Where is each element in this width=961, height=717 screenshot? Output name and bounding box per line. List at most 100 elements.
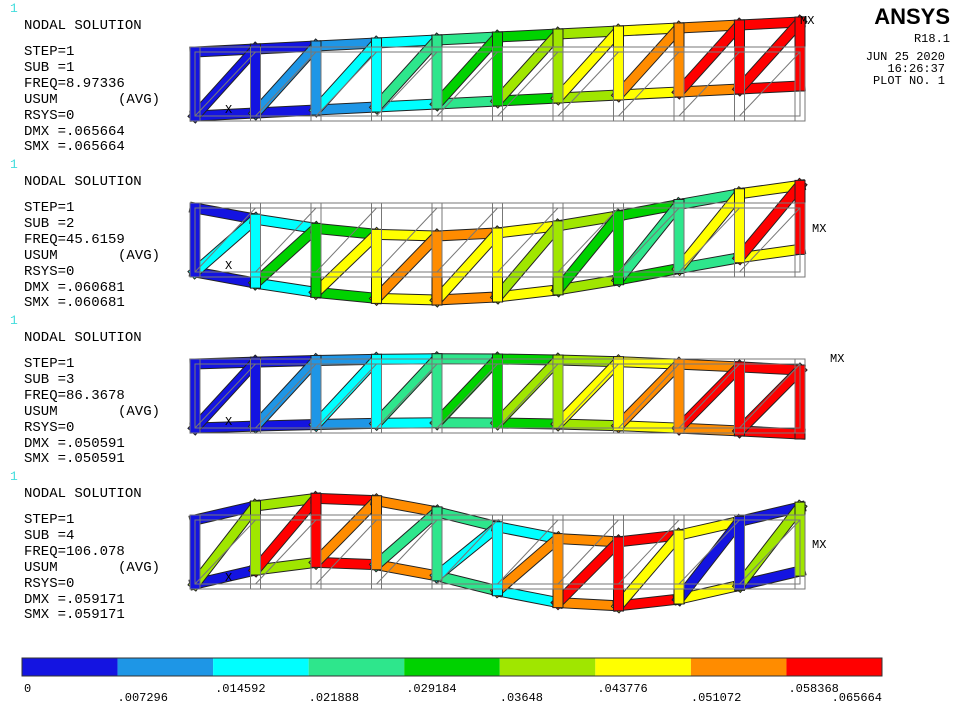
- undeformed: [557, 519, 619, 585]
- info-step: STEP=1: [24, 44, 74, 60]
- legend-swatch: [690, 658, 787, 676]
- undeformed: [492, 202, 503, 278]
- legend-label: .043776: [597, 682, 647, 696]
- undeformed: [552, 46, 564, 122]
- member: [188, 499, 262, 591]
- undeformed: [492, 46, 503, 122]
- info-title: NODAL SOLUTION: [24, 486, 142, 502]
- member: [673, 252, 745, 274]
- undeformed: [376, 207, 438, 273]
- info-smx: SMX =.050591: [24, 451, 125, 467]
- info-title: NODAL SOLUTION: [24, 330, 142, 346]
- undeformed: [431, 202, 443, 278]
- undeformed: [673, 514, 685, 590]
- undeformed: [734, 46, 745, 122]
- info-smx: SMX =.060681: [24, 295, 125, 311]
- info-dmx: DMX =.065664: [24, 124, 125, 140]
- undeformed: [431, 46, 443, 122]
- member: [734, 501, 806, 527]
- origin-marker: X: [225, 415, 232, 429]
- member: [371, 418, 442, 428]
- member: [674, 20, 745, 33]
- undeformed: [492, 358, 503, 434]
- undeformed: [557, 207, 619, 273]
- undeformed: [678, 519, 740, 585]
- member: [492, 284, 563, 302]
- member: [249, 222, 323, 290]
- member: [311, 354, 382, 366]
- member: [250, 105, 321, 118]
- member: [188, 212, 262, 279]
- logo: ANSYS: [874, 4, 950, 29]
- info-rsys: RSYS=0: [24, 420, 74, 436]
- member: [734, 426, 805, 439]
- undeformed: [794, 46, 806, 122]
- member: [492, 585, 564, 608]
- member: [431, 570, 503, 597]
- undeformed: [250, 514, 261, 590]
- member: [492, 220, 563, 238]
- undeformed: [194, 363, 256, 429]
- undeformed: [250, 202, 261, 278]
- undeformed: [315, 363, 377, 429]
- max-marker: MX: [812, 222, 826, 236]
- info-avg: (AVG): [118, 92, 160, 108]
- undeformed: [255, 207, 317, 273]
- info-dmx: DMX =.059171: [24, 592, 125, 608]
- member: [371, 229, 442, 241]
- member: [432, 292, 503, 305]
- member: [309, 352, 383, 431]
- undeformed: [315, 207, 377, 273]
- member: [249, 492, 323, 577]
- member: [734, 565, 806, 591]
- undeformed: [678, 51, 740, 117]
- member: [371, 559, 443, 582]
- member: [249, 39, 323, 120]
- info-dmx: DMX =.060681: [24, 280, 125, 296]
- member: [672, 187, 746, 275]
- undeformed: [194, 51, 256, 117]
- member: [371, 99, 442, 112]
- undeformed: [255, 363, 317, 429]
- member: [672, 515, 746, 606]
- member: [551, 209, 625, 297]
- undeformed: [739, 363, 801, 429]
- member: [309, 494, 383, 569]
- info-smx: SMX =.059171: [24, 607, 125, 623]
- info-result: USUM: [24, 404, 58, 420]
- undeformed: [431, 358, 443, 434]
- undeformed: [376, 363, 438, 429]
- undeformed: [734, 358, 745, 434]
- info-step: STEP=1: [24, 512, 74, 528]
- max-marker: MX: [830, 352, 844, 366]
- legend-label: 0: [24, 682, 31, 696]
- legend-label: .03648: [500, 691, 543, 705]
- undeformed: [255, 51, 317, 117]
- member: [733, 363, 807, 438]
- undeformed: [250, 358, 261, 434]
- undeformed: [371, 514, 382, 590]
- window-number: 1: [10, 157, 18, 172]
- undeformed: [739, 519, 801, 585]
- member: [613, 199, 685, 222]
- member: [250, 355, 321, 367]
- version: R18.1: [914, 32, 950, 46]
- undeformed: [194, 207, 256, 273]
- member: [432, 96, 503, 109]
- member: [492, 93, 563, 106]
- member: [189, 266, 261, 289]
- member: [734, 244, 806, 263]
- member: [553, 90, 624, 103]
- legend-label: .021888: [309, 691, 359, 705]
- undeformed: [618, 519, 680, 585]
- legend-frame: [21, 657, 883, 677]
- info-sub: SUB =3: [24, 372, 74, 388]
- legend-swatch: [404, 658, 500, 676]
- undeformed: [673, 46, 685, 122]
- member: [311, 102, 382, 115]
- legend-label: .058368: [788, 682, 838, 696]
- member: [733, 179, 807, 265]
- member: [612, 528, 686, 613]
- member: [673, 579, 745, 605]
- undeformed: [618, 207, 680, 273]
